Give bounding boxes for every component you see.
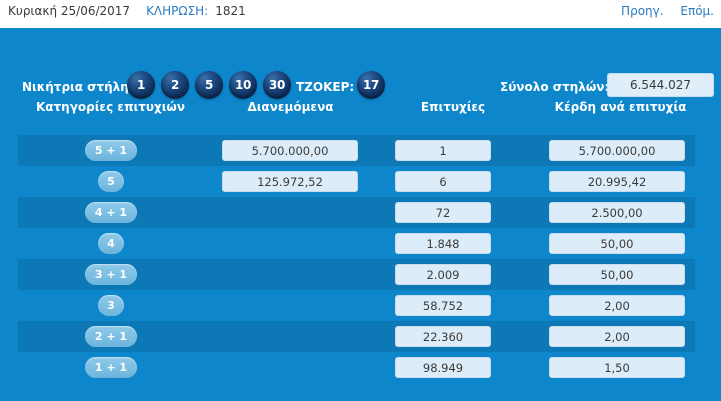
hits-value: 6 — [395, 171, 491, 192]
column-header-categories: Κατηγορίες επιτυχιών — [35, 100, 186, 114]
prize-value: 20.995,42 — [549, 171, 685, 192]
winning-number-ball: 1 — [127, 71, 155, 99]
results-panel: Νικήτρια στήλη: 1 2 5 10 30 ΤΖΟΚΕΡ: 17 Σ… — [0, 28, 721, 401]
hits-value: 22.360 — [395, 326, 491, 347]
joker-number-ball: 17 — [357, 71, 385, 99]
distributed-value: 125.972,52 — [222, 171, 358, 192]
top-bar: Κυριακή 25/06/2017 ΚΛΗΡΩΣΗ: 1821 Προηγ. Επ… — [0, 0, 721, 28]
column-header-hits: Επιτυχίες — [420, 100, 486, 114]
table-row: 5 + 1 5.700.000,00 1 5.700.000,00 — [0, 135, 721, 166]
distributed-value: 5.700.000,00 — [222, 140, 358, 161]
prize-value: 2.500,00 — [549, 202, 685, 223]
column-header-distributed: Διανεμόμενα — [247, 100, 334, 114]
prize-value: 2,00 — [549, 326, 685, 347]
hits-value: 1.848 — [395, 233, 491, 254]
winning-column-label: Νικήτρια στήλη: — [22, 80, 134, 94]
previous-draw-link[interactable]: Προηγ. — [621, 4, 664, 18]
category-pill: 3 + 1 — [85, 264, 137, 285]
table-row: 3 58.752 2,00 — [0, 290, 721, 321]
draw-number: 1821 — [215, 4, 246, 18]
table-row: 5 125.972,52 6 20.995,42 — [0, 166, 721, 197]
category-pill: 1 + 1 — [85, 357, 137, 378]
table-row: 1 + 1 98.949 1,50 — [0, 352, 721, 383]
draw-info: Κυριακή 25/06/2017 ΚΛΗΡΩΣΗ: 1821 — [8, 4, 246, 18]
total-columns-label: Σύνολο στηλών: — [500, 80, 610, 94]
hits-value: 98.949 — [395, 357, 491, 378]
joker-label: ΤΖΟΚΕΡ: — [296, 80, 355, 94]
hits-value: 2.009 — [395, 264, 491, 285]
winning-number-ball: 30 — [263, 71, 291, 99]
winning-numbers: 1 2 5 10 30 — [127, 71, 291, 99]
category-pill: 5 — [98, 171, 124, 192]
category-pill: 2 + 1 — [85, 326, 137, 347]
table-row: 4 1.848 50,00 — [0, 228, 721, 259]
table-row: 4 + 1 72 2.500,00 — [0, 197, 721, 228]
table-row: 3 + 1 2.009 50,00 — [0, 259, 721, 290]
winning-number-ball: 5 — [195, 71, 223, 99]
draw-label: ΚΛΗΡΩΣΗ: — [146, 4, 209, 18]
prize-value: 1,50 — [549, 357, 685, 378]
table-header: Κατηγορίες επιτυχιών Διανεμόμενα Επιτυχί… — [0, 100, 721, 130]
winning-number-ball: 2 — [161, 71, 189, 99]
total-columns-value: 6.544.027 — [607, 73, 714, 97]
winning-number-ball: 10 — [229, 71, 257, 99]
category-pill: 3 — [98, 295, 124, 316]
category-pill: 5 + 1 — [85, 140, 137, 161]
pagination-links: Προηγ. Επόμ. — [608, 4, 714, 18]
hits-value: 72 — [395, 202, 491, 223]
table-row: 2 + 1 22.360 2,00 — [0, 321, 721, 352]
prize-value: 50,00 — [549, 264, 685, 285]
next-draw-link[interactable]: Επόμ. — [680, 4, 714, 18]
results-table-body: 5 + 1 5.700.000,00 1 5.700.000,00 5 125.… — [0, 135, 721, 383]
draw-date: Κυριακή 25/06/2017 — [8, 4, 131, 18]
hits-value: 1 — [395, 140, 491, 161]
winning-numbers-row: Νικήτρια στήλη: 1 2 5 10 30 ΤΖΟΚΕΡ: 17 Σ… — [0, 28, 721, 99]
prize-value: 5.700.000,00 — [549, 140, 685, 161]
category-pill: 4 + 1 — [85, 202, 137, 223]
prize-value: 2,00 — [549, 295, 685, 316]
prize-value: 50,00 — [549, 233, 685, 254]
hits-value: 58.752 — [395, 295, 491, 316]
column-header-prize: Κέρδη ανά επιτυχία — [554, 100, 687, 114]
category-pill: 4 — [98, 233, 124, 254]
